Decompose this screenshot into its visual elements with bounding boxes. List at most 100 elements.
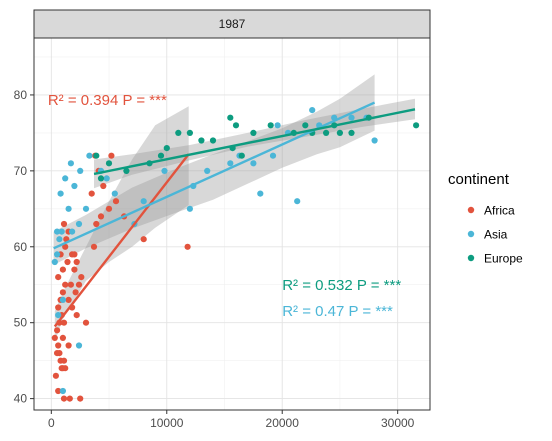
data-point-asia bbox=[54, 228, 61, 235]
data-point-europe bbox=[302, 122, 309, 129]
data-point-asia bbox=[111, 190, 118, 197]
data-point-asia bbox=[77, 167, 84, 174]
data-point-europe bbox=[348, 129, 355, 136]
data-point-africa bbox=[62, 365, 69, 372]
data-point-europe bbox=[413, 122, 420, 129]
legend-label-europe: Europe bbox=[484, 252, 523, 266]
x-tick-label: 0 bbox=[48, 416, 55, 430]
data-point-asia bbox=[103, 175, 110, 182]
x-tick-label: 20000 bbox=[266, 416, 300, 430]
regression-line-asia bbox=[53, 101, 376, 250]
data-point-europe bbox=[250, 129, 257, 136]
data-point-europe bbox=[323, 129, 330, 136]
data-point-africa bbox=[71, 266, 78, 273]
facet-strip-label: 1987 bbox=[219, 17, 246, 31]
data-point-europe bbox=[238, 152, 245, 159]
data-point-asia bbox=[69, 228, 76, 235]
data-point-africa bbox=[112, 198, 120, 205]
data-point-africa bbox=[59, 334, 66, 341]
x-axis: 0 10000 20000 30000 bbox=[48, 410, 415, 430]
x-tick-label: 30000 bbox=[381, 416, 415, 430]
data-point-asia bbox=[274, 122, 281, 129]
data-point-africa bbox=[59, 266, 66, 273]
plot-panel: R² = 0.394 P = *** R² = 0.47 P = *** R² = … bbox=[33, 37, 431, 411]
data-point-europe bbox=[105, 160, 113, 167]
data-point-europe bbox=[93, 152, 100, 159]
data-point-asia bbox=[65, 205, 72, 212]
data-point-europe bbox=[227, 114, 234, 121]
data-point-africa bbox=[105, 205, 113, 212]
regression-line-europe bbox=[93, 108, 416, 176]
data-point-asia bbox=[62, 175, 69, 182]
data-point-africa bbox=[66, 395, 73, 402]
data-point-europe bbox=[186, 129, 193, 136]
data-point-africa bbox=[55, 274, 62, 281]
regression-line-africa bbox=[53, 153, 190, 328]
legend-key-europe bbox=[467, 254, 475, 262]
y-tick-label: 60 bbox=[14, 240, 28, 254]
y-tick-label: 80 bbox=[14, 88, 28, 102]
data-point-asia bbox=[59, 387, 66, 395]
data-point-asia bbox=[86, 152, 93, 159]
data-point-africa bbox=[93, 220, 100, 228]
x-tick-label: 10000 bbox=[150, 416, 184, 430]
data-point-africa bbox=[184, 243, 191, 250]
data-point-africa bbox=[51, 334, 58, 341]
y-axis: 40 50 60 70 80 bbox=[14, 88, 34, 406]
data-point-asia bbox=[56, 236, 63, 243]
data-point-africa bbox=[56, 350, 63, 357]
data-point-asia bbox=[309, 107, 316, 114]
legend-key-africa bbox=[467, 206, 475, 214]
data-point-africa bbox=[90, 243, 98, 250]
data-point-asia bbox=[75, 342, 83, 349]
data-point-asia bbox=[204, 167, 211, 174]
legend-label-asia: Asia bbox=[484, 228, 508, 242]
data-point-europe bbox=[175, 129, 182, 136]
data-point-asia bbox=[57, 190, 64, 197]
data-point-africa bbox=[73, 258, 80, 266]
data-point-asia bbox=[186, 205, 193, 212]
data-point-africa bbox=[77, 395, 84, 402]
regression-annotations: R² = 0.394 P = *** R² = 0.47 P = *** R² = … bbox=[48, 92, 401, 320]
data-point-africa bbox=[59, 289, 66, 296]
legend: continent Africa Asia Europe bbox=[448, 171, 523, 266]
data-point-africa bbox=[52, 372, 60, 379]
legend-title: continent bbox=[448, 171, 510, 188]
annotation-europe: R² = 0.532 P = *** bbox=[282, 277, 401, 294]
data-point-africa bbox=[78, 274, 85, 281]
data-point-africa bbox=[65, 296, 72, 303]
data-point-asia bbox=[55, 312, 62, 319]
data-point-asia bbox=[250, 160, 257, 167]
y-tick-label: 70 bbox=[14, 164, 28, 178]
data-point-asia bbox=[82, 205, 90, 212]
data-point-asia bbox=[58, 228, 65, 235]
data-point-europe bbox=[163, 145, 170, 152]
data-point-africa bbox=[108, 152, 115, 159]
data-point-asia bbox=[67, 160, 74, 167]
data-point-africa bbox=[67, 281, 74, 288]
confidence-ribbon-africa bbox=[54, 106, 189, 342]
data-point-asia bbox=[140, 198, 147, 205]
data-point-asia bbox=[257, 190, 264, 197]
data-point-asia bbox=[227, 160, 234, 167]
data-point-europe bbox=[336, 129, 343, 136]
data-point-asia bbox=[75, 220, 83, 228]
data-point-africa bbox=[60, 357, 68, 364]
confidence-ribbon-asia bbox=[53, 74, 375, 266]
data-point-africa bbox=[72, 289, 79, 296]
panel-border bbox=[33, 37, 431, 411]
grid-lines bbox=[34, 38, 430, 410]
data-point-africa bbox=[60, 319, 68, 326]
facet-strip: 1987 bbox=[33, 9, 431, 39]
data-point-africa bbox=[60, 220, 68, 228]
data-point-africa bbox=[82, 319, 90, 326]
data-point-europe bbox=[157, 152, 165, 159]
data-point-africa bbox=[62, 243, 69, 250]
regression-lines bbox=[53, 101, 416, 328]
data-point-africa bbox=[64, 258, 71, 266]
data-point-europe bbox=[232, 122, 240, 129]
data-point-africa bbox=[54, 327, 61, 334]
data-point-asia bbox=[161, 167, 168, 174]
data-point-africa bbox=[71, 251, 78, 258]
